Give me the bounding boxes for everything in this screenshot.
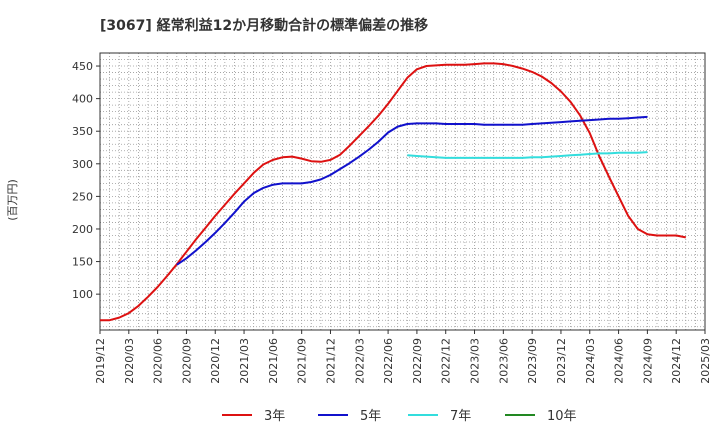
x-tick-label: 2020/12 <box>209 338 222 384</box>
x-tick-label: 2024/12 <box>670 338 683 384</box>
x-tick-label: 2020/09 <box>180 338 193 384</box>
legend-label: 3年 <box>264 409 285 424</box>
x-tick-label: 2021/03 <box>238 338 251 384</box>
x-tick-label: 2025/03 <box>699 338 712 384</box>
x-tick-label: 2021/09 <box>296 338 309 384</box>
series-line <box>100 62 686 322</box>
x-tick-label: 2023/09 <box>526 338 539 384</box>
x-tick-label: 2024/06 <box>613 338 626 384</box>
x-tick-label: 2021/06 <box>267 338 280 384</box>
series-line <box>176 115 648 266</box>
x-tick-label: 2020/03 <box>123 338 136 384</box>
grid <box>100 53 705 330</box>
plot-frame <box>99 52 706 331</box>
x-tick-label: 2022/12 <box>440 338 453 384</box>
legend-label: 10年 <box>547 409 577 424</box>
x-tick-label: 2020/06 <box>152 338 165 384</box>
x-tick-label: 2019/12 <box>94 338 107 384</box>
y-tick-label: 250 <box>72 190 93 203</box>
y-tick-label: 400 <box>72 93 93 106</box>
chart-title: [3067] 経常利益12か月移動合計の標準偏差の推移 <box>100 17 428 34</box>
y-tick-label: 300 <box>72 158 93 171</box>
y-axis: 100 150 200 250 300 350 400 450 <box>72 60 100 301</box>
y-tick-label: 200 <box>72 223 93 236</box>
x-tick-label: 2022/09 <box>411 338 424 384</box>
x-axis: 2019/12 2020/03 2020/06 2020/09 2020/12 2021/… <box>94 330 712 384</box>
x-tick-label: 2023/12 <box>555 338 568 384</box>
legend-label: 7年 <box>450 409 471 424</box>
x-tick-label: 2023/06 <box>497 338 510 384</box>
series-group <box>100 62 686 322</box>
legend: 3年 5年 7年 10年 <box>222 409 577 424</box>
x-tick-label: 2022/03 <box>353 338 366 384</box>
y-tick-label: 150 <box>72 256 93 269</box>
x-tick-label: 2024/03 <box>584 338 597 384</box>
legend-label: 5年 <box>360 409 381 424</box>
x-tick-label: 2021/12 <box>324 338 337 384</box>
y-axis-label: (百万円) <box>6 179 19 221</box>
y-tick-label: 450 <box>72 60 93 73</box>
series-line <box>407 151 648 159</box>
y-tick-label: 100 <box>72 288 93 301</box>
y-tick-label: 350 <box>72 125 93 138</box>
x-tick-label: 2023/03 <box>469 338 482 384</box>
x-tick-label: 2024/09 <box>641 338 654 384</box>
x-tick-label: 2022/06 <box>382 338 395 384</box>
